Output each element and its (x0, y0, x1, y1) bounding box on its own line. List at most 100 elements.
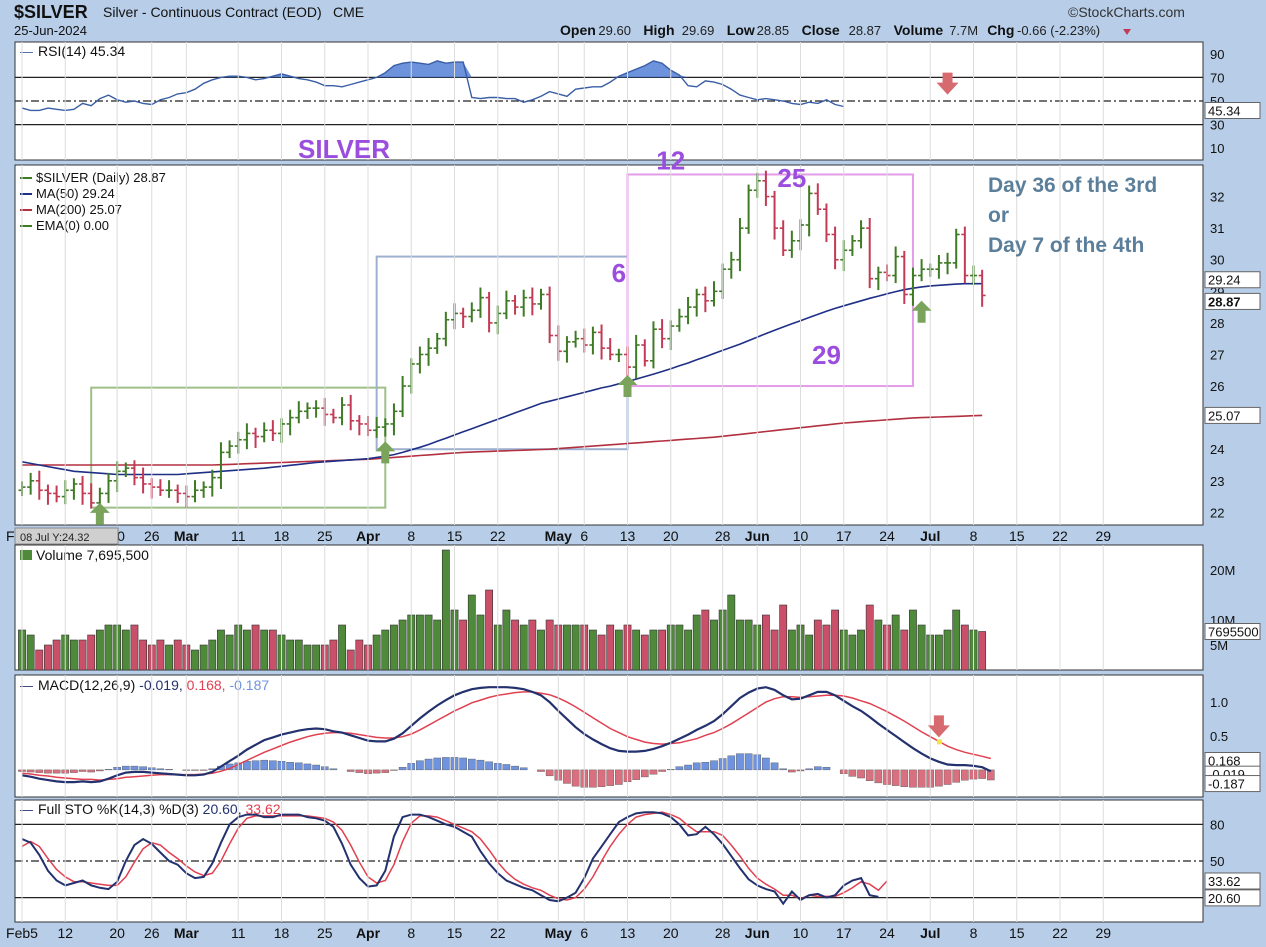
rsi-y-tick: 70 (1210, 70, 1224, 85)
volume-bar (606, 624, 615, 671)
macd-histogram-bar (424, 758, 433, 771)
volume-price-tag (1204, 623, 1261, 640)
price-tag-label: 7695500 (1208, 625, 1259, 640)
annotations: 6 12 25 29 (89, 72, 959, 745)
x-tick-label: 20 (663, 925, 679, 941)
macd-histogram-bar (442, 757, 450, 771)
macd-histogram-bar (563, 769, 571, 784)
macd-histogram-bar (961, 769, 969, 781)
macd-histogram-bar (260, 759, 269, 771)
rsi-legend: RSI(14) 45.34 (38, 43, 125, 59)
green-up-arrow-icon (617, 375, 638, 397)
x-tick-label: Jun (745, 925, 770, 941)
wave-label: 6 (612, 258, 626, 288)
volume-bar (511, 619, 519, 671)
x-tick-label: Jun (745, 528, 770, 544)
macd-histogram-bar (545, 769, 554, 777)
macd-histogram-bar (658, 769, 666, 772)
macd-histogram-bar (355, 769, 364, 773)
macd-histogram-bar (519, 767, 528, 771)
price-y-tick: 31 (1210, 221, 1224, 236)
header-symbol: $SILVER (14, 2, 88, 22)
annotation-title: SILVER (298, 134, 390, 164)
volume-bar (865, 604, 874, 671)
macd-legend: MACD(12,26,9) -0.019, 0.168, -0.187 (38, 677, 269, 693)
volume-bar (779, 604, 788, 671)
rsi-price-tag (1204, 101, 1261, 119)
x-tick-label: 8 (970, 528, 978, 544)
x-tick-label: 22 (1052, 925, 1068, 941)
price-y-tick: 27 (1210, 347, 1224, 362)
volume-bar (346, 649, 355, 671)
green-up-arrow-icon (911, 300, 932, 323)
sto-y-tick: 50 (1210, 854, 1224, 869)
x-tick-label: 22 (490, 925, 506, 941)
volume-bar (139, 639, 147, 671)
macd-hist-tag (1204, 775, 1261, 793)
macd-histogram-bar (736, 753, 744, 771)
volume-bar (632, 629, 641, 671)
ohlc-value: 29.69 (682, 23, 715, 38)
volume-bar (761, 614, 770, 671)
volume-bar (260, 629, 269, 671)
macd-histogram-bar (381, 769, 390, 773)
macd-histogram-bar (770, 762, 779, 771)
green-up-arrow-icon (375, 441, 396, 464)
macd-legend-swatch: — (20, 678, 33, 693)
volume-bar (26, 634, 35, 671)
macd-histogram-bar (857, 769, 865, 779)
price-tag-label: 45.34 (1208, 103, 1241, 118)
volume-bar (649, 629, 658, 671)
macd-histogram-bar (874, 769, 883, 784)
volume-bar (805, 634, 814, 671)
macd-histogram-bar (597, 769, 606, 787)
x-tick-label: 15 (1009, 925, 1025, 941)
x-tick-label: 25 (317, 528, 333, 544)
volume-bar (467, 594, 476, 671)
volume-bar (268, 629, 277, 671)
macd-histogram-bar (468, 758, 476, 771)
volume-bar (909, 609, 917, 671)
volume-bar (502, 609, 511, 671)
volume-bar (217, 629, 225, 671)
volume-bar (588, 629, 597, 671)
macd-y-tick: 1.0 (1210, 695, 1228, 710)
macd-histogram-bar (121, 765, 130, 771)
x-tick-label: 15 (447, 925, 463, 941)
price-y-tick: 22 (1210, 505, 1224, 520)
price-legend-entry: EMA(0) 0.00 (36, 218, 109, 233)
x-tick-label: 25 (317, 925, 333, 941)
price-legend-entry: MA(200) 25.07 (36, 202, 122, 217)
price-panel (14, 164, 1204, 526)
volume-bar (684, 629, 692, 671)
price-tag-label: 28.87 (1208, 294, 1241, 309)
volume-bar (312, 644, 320, 671)
volume-bar (744, 619, 753, 671)
volume-bar (191, 649, 199, 671)
volume-bar (303, 644, 312, 671)
ohlc-label: Chg (987, 22, 1014, 38)
volume-bar (727, 594, 736, 671)
volume-bar (787, 629, 796, 671)
day-note-line1: Day 36 of the 3rd (988, 174, 1157, 197)
ma200-price-tag (1204, 406, 1261, 424)
x-tick-label: 8 (407, 925, 415, 941)
volume-bar (78, 639, 87, 671)
wave-label: 25 (777, 163, 806, 193)
macd-histogram-bar (130, 765, 139, 771)
macd-histogram-bar (909, 769, 917, 788)
macd-histogram-bar (779, 768, 787, 771)
volume-bar (943, 629, 952, 671)
volume-bar (952, 609, 961, 671)
macd-histogram-bar (710, 760, 718, 771)
macd-histogram-bar (537, 769, 545, 772)
x-tick-label: 13 (620, 925, 636, 941)
macd-histogram-bar (26, 769, 35, 773)
volume-bar (658, 629, 666, 671)
green-up-arrow-icon (89, 502, 110, 525)
x-tick-label: Jul (920, 925, 940, 941)
volume-bar (243, 629, 251, 671)
volume-bar (476, 614, 485, 671)
x-tick-label: 17 (836, 925, 852, 941)
